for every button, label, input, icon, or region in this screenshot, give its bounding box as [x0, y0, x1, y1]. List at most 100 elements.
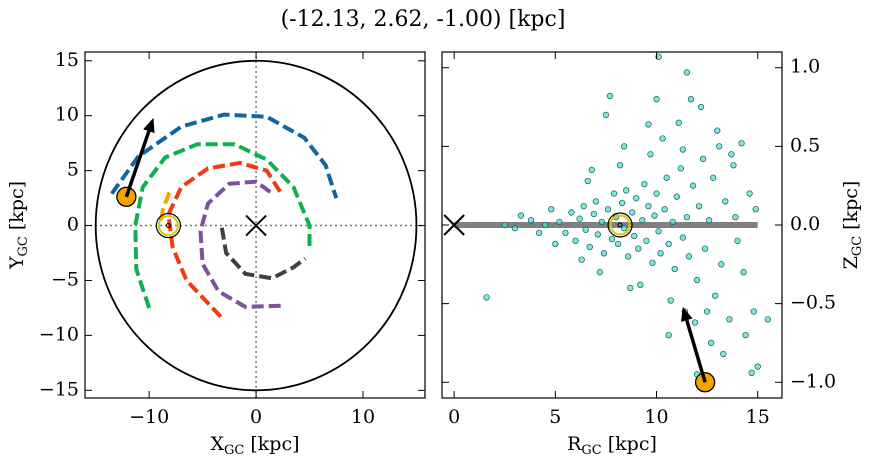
star-point	[655, 228, 662, 235]
star-point	[748, 369, 755, 376]
arrow-shaft	[685, 319, 707, 383]
star-point	[669, 218, 676, 226]
center-marker	[245, 214, 267, 237]
star-point	[596, 269, 604, 276]
star-point	[578, 256, 585, 263]
star-point	[592, 198, 599, 205]
star-point	[556, 218, 563, 226]
star-point	[594, 231, 601, 238]
star-point	[754, 363, 761, 370]
x-tick-label: 10	[351, 406, 375, 428]
star-point	[746, 190, 753, 197]
star-point	[645, 121, 652, 128]
star-point	[703, 308, 711, 315]
star-point	[602, 111, 610, 119]
arrow-head	[143, 117, 155, 134]
star-point	[639, 217, 646, 224]
star-point	[718, 261, 725, 268]
star-point	[584, 177, 591, 185]
cross-stroke	[245, 214, 267, 237]
plot-frame	[84, 51, 426, 399]
star-point	[641, 180, 648, 188]
star-point	[631, 232, 638, 240]
star-point	[590, 210, 597, 218]
star-point	[691, 319, 699, 326]
star-point	[722, 198, 729, 205]
star-point	[618, 199, 626, 207]
velocity-arrow	[681, 306, 707, 383]
axis-label: XGC [kpc]	[210, 433, 299, 458]
star-point	[501, 221, 508, 229]
star-point	[598, 218, 606, 226]
star-point	[608, 236, 616, 243]
cross-stroke	[443, 214, 465, 236]
x-tick-label: 15	[746, 406, 770, 428]
sun-dot	[165, 223, 171, 229]
figure-title: (-12.13, 2.62, -1.00) [kpc]	[281, 7, 566, 32]
star-point	[720, 350, 727, 358]
star-point	[629, 209, 636, 216]
center-marker	[443, 214, 465, 236]
star-point	[677, 165, 684, 172]
y-tick-label: 15	[55, 49, 79, 71]
orbit-line	[198, 179, 281, 309]
sun-ring	[607, 212, 633, 238]
star-point	[665, 240, 672, 248]
star-point	[552, 240, 559, 248]
star-point	[701, 245, 709, 252]
star-point	[572, 237, 579, 244]
y-tick-label: 10	[55, 104, 79, 126]
orbit-line	[158, 188, 173, 221]
axis-label-main: Y	[6, 256, 28, 270]
star-point	[742, 331, 749, 339]
velocity-arrow	[124, 117, 155, 198]
star-point	[576, 215, 583, 222]
star-point	[693, 276, 701, 284]
star-point	[542, 221, 549, 229]
y-tick-label: 0.5	[790, 134, 820, 156]
star-point	[663, 174, 670, 181]
star-point	[635, 245, 642, 252]
x-tick-label: 0	[448, 406, 460, 428]
y-tick-label: −1.0	[790, 370, 836, 392]
star-point	[726, 316, 733, 323]
sun-ring	[155, 212, 181, 239]
star-point	[645, 202, 652, 210]
star-point	[671, 265, 678, 273]
star-point	[620, 143, 628, 150]
sun-marker	[607, 212, 633, 238]
star-point	[679, 146, 686, 153]
star-point	[548, 206, 555, 213]
axis-label: ZGC [kpc]	[840, 181, 865, 270]
star-point	[527, 217, 535, 224]
star-point	[562, 229, 569, 237]
orbit-line	[166, 160, 283, 319]
position-marker	[116, 186, 137, 207]
star-point	[633, 195, 640, 202]
y-tick-label: −15	[39, 378, 79, 400]
star-point	[689, 182, 697, 189]
orbit-line	[110, 112, 339, 199]
star-point	[673, 193, 680, 200]
star-point	[714, 127, 721, 134]
star-point	[647, 151, 654, 158]
star-point	[653, 190, 660, 197]
star-point	[750, 308, 757, 315]
x-tick-label: 10	[644, 406, 668, 428]
star-point	[614, 240, 622, 248]
star-point	[600, 250, 608, 257]
sun-ring	[609, 214, 631, 236]
star-point	[568, 209, 575, 216]
star-point	[683, 69, 691, 76]
axis-label-sub: GC	[16, 236, 31, 256]
axis-label-main: Z	[840, 256, 862, 269]
star-point	[637, 281, 644, 288]
star-point	[659, 135, 666, 142]
star-point	[620, 224, 628, 232]
star-point	[740, 269, 747, 276]
star-point	[511, 224, 519, 232]
star-point	[588, 166, 595, 174]
star-point	[667, 297, 674, 304]
y-tick-label: −10	[39, 323, 79, 345]
star-point	[764, 316, 771, 323]
